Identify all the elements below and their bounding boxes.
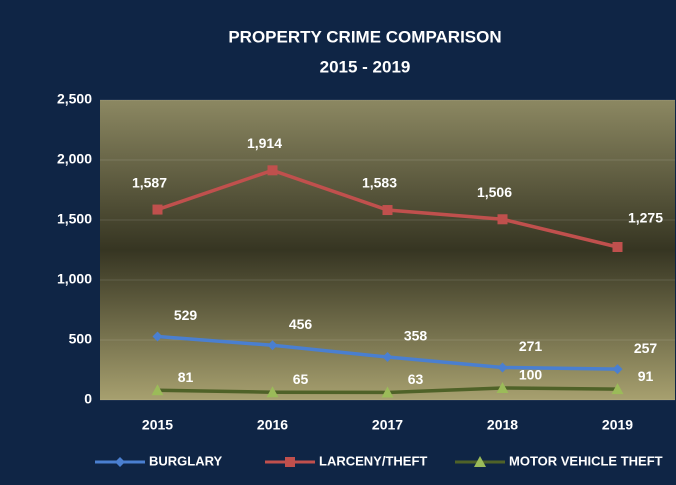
data-label: 1,275	[628, 210, 663, 226]
data-label: 100	[519, 367, 543, 383]
data-label: 456	[289, 316, 313, 332]
legend-label: MOTOR VEHICLE THEFT	[509, 453, 663, 468]
legend-marker	[115, 457, 125, 467]
plot-area	[100, 100, 675, 400]
chart-title: PROPERTY CRIME COMPARISON	[228, 27, 501, 46]
marker	[612, 364, 623, 375]
y-tick-label: 1,000	[57, 271, 92, 287]
marker	[382, 205, 393, 216]
marker	[266, 386, 279, 398]
marker	[152, 204, 163, 215]
legend-label: BURGLARY	[149, 453, 223, 468]
data-label: 1,587	[132, 174, 167, 190]
data-label: 529	[174, 307, 198, 323]
data-label: 1,583	[362, 175, 397, 191]
data-label: 81	[178, 369, 194, 385]
legend-marker	[474, 456, 486, 467]
x-tick-label: 2018	[487, 417, 518, 433]
data-label: 65	[293, 371, 309, 387]
y-tick-label: 2,500	[57, 91, 92, 107]
legend-marker	[285, 457, 295, 467]
y-tick-label: 500	[69, 331, 93, 347]
data-label: 91	[638, 368, 654, 384]
y-tick-label: 0	[84, 391, 92, 407]
data-label: 63	[408, 371, 424, 387]
marker	[382, 352, 393, 363]
marker	[152, 331, 163, 342]
marker	[267, 165, 278, 176]
y-tick-label: 1,500	[57, 211, 92, 227]
data-label: 1,914	[247, 135, 282, 151]
data-label: 257	[634, 340, 658, 356]
marker	[496, 382, 509, 393]
legend-label: LARCENY/THEFT	[319, 453, 427, 468]
x-tick-label: 2019	[602, 417, 633, 433]
marker	[381, 386, 394, 398]
data-label: 358	[404, 328, 428, 344]
x-tick-label: 2015	[142, 417, 173, 433]
marker	[497, 214, 508, 225]
data-label: 1,506	[477, 184, 512, 200]
data-label: 271	[519, 338, 543, 354]
marker	[151, 384, 164, 396]
x-tick-label: 2017	[372, 417, 403, 433]
marker	[497, 362, 508, 373]
marker	[267, 340, 278, 351]
marker	[611, 383, 624, 395]
marker	[612, 242, 623, 252]
y-tick-label: 2,000	[57, 151, 92, 167]
chart-subtitle: 2015 - 2019	[320, 57, 411, 76]
x-tick-label: 2016	[257, 417, 288, 433]
